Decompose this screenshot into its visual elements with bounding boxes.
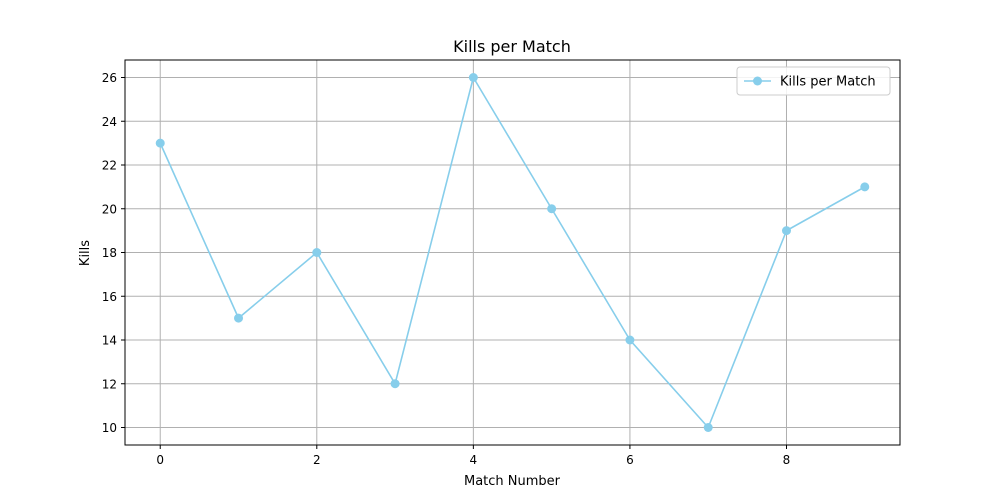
x-tick-label: 8 (783, 453, 791, 467)
legend-box (736, 66, 891, 96)
y-tick-label: 20 (102, 202, 117, 216)
axes (121, 59, 901, 449)
y-tick-label: 24 (102, 115, 117, 129)
y-tick-label: 14 (102, 334, 117, 348)
grid-lines (125, 60, 900, 445)
data-point (234, 313, 244, 323)
data-point (703, 423, 713, 432)
x-tick-label: 2 (313, 453, 321, 467)
data-point (468, 73, 478, 82)
x-axis-label: Match Number (464, 474, 561, 489)
data-point (860, 182, 870, 192)
legend-marker (753, 76, 762, 86)
series-line (159, 76, 866, 429)
x-tick-label: 0 (156, 453, 164, 467)
data-point (625, 335, 635, 345)
y-tick-label: 10 (102, 421, 117, 435)
chart-title: Kills per Match (453, 37, 571, 56)
y-axis-label: Kills (78, 240, 93, 266)
y-tick-label: 18 (102, 246, 117, 260)
data-point (390, 379, 400, 389)
x-tick-label: 6 (626, 453, 634, 467)
legend: Kills per Match (736, 66, 891, 96)
x-tick-label: 4 (470, 453, 478, 467)
y-tick-label: 22 (102, 159, 117, 173)
legend-label: Kills per Match (780, 75, 876, 90)
data-point (312, 248, 322, 257)
data-point (155, 138, 165, 148)
y-tick-label: 16 (102, 290, 117, 304)
data-point (781, 226, 791, 236)
data-point (547, 204, 557, 214)
y-tick-label: 26 (102, 71, 117, 85)
y-tick-label: 12 (102, 377, 117, 391)
series-layer (155, 73, 870, 432)
